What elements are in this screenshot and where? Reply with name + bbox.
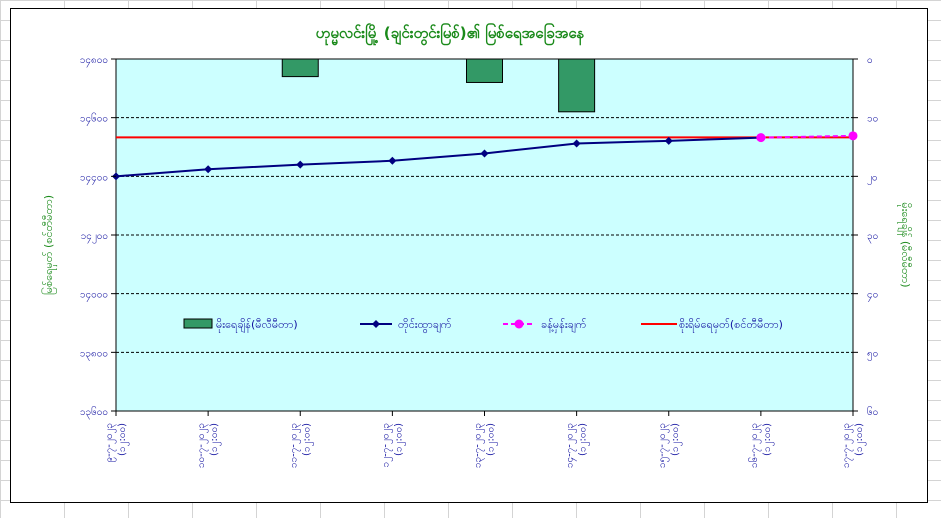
x-tick-label-time: (၁၂:၀၀): [854, 423, 867, 456]
y-axis-label-left: မြစ်ရေမှတ် (စင်တီမီတာ): [41, 195, 57, 295]
left-tick-label: ၁၄၈၀၀: [80, 55, 108, 68]
x-tick-label-time: (၁၂:၀၀): [117, 423, 130, 456]
forecast-point: [756, 133, 766, 143]
right-tick-label: ၆၀: [867, 405, 878, 418]
right-tick-label: ၄၀: [867, 290, 878, 303]
forecast-point: [848, 131, 858, 141]
rainfall-bar: [281, 58, 319, 78]
measured-point: [480, 149, 489, 158]
x-tick-label-time: (၁၂:၀၀): [762, 423, 775, 456]
right-tick-label: ၅၀: [867, 348, 878, 361]
left-axis-ticks: ၁၃၆၀၀ ၁၃၈၀၀ ၁၄၀၀၀ ၁၄၂၀၀ ၁၄၄၀၀ ၁၄၆၀၀ ၁၄၈၀၀: [80, 55, 116, 420]
measured-line: [115, 136, 761, 178]
rainfall-bar: [466, 58, 503, 83]
x-tick-label-date: ၁၅-၇-၂၀၂၃: [657, 423, 670, 468]
rainfall-bar: [558, 58, 596, 113]
x-tick-label-date: ၁၂-၇-၂၀၂၃: [380, 423, 393, 467]
x-tick-label-date: ၁၃-၇-၂၀၂၃: [473, 423, 486, 468]
x-tick-label-date: ၁၁-၇-၂၀၂၃: [288, 423, 301, 468]
measured-point: [572, 139, 581, 148]
left-tick-label: ၁၄၄၀၀: [80, 172, 108, 185]
measured-point: [388, 156, 397, 165]
legend-forecast: ခန့်မှန်းချက်: [503, 318, 587, 333]
x-tick-label-time: (၁၂:၀၀): [393, 423, 406, 456]
x-axis-ticks: ၉-၇-၂၀၂၃ (၁၂:၀၀) ၁၀-၇-၂၀၂၃ (၁၂:၀၀) ၁၁-၇-၂၀၂၃…: [104, 411, 867, 468]
forecast-line: [760, 134, 854, 139]
left-tick-label: ၁၄၂၀၀: [81, 231, 108, 244]
x-tick-label-time: (၁၂:၀၀): [209, 423, 222, 456]
legend-label: တိုင်းထွာချက်: [398, 318, 452, 333]
x-tick-label-time: (၁၂:၀၀): [301, 423, 314, 456]
x-tick-label-time: (၁၂:၀၀): [670, 423, 683, 456]
measured-point: [664, 136, 673, 145]
legend-label: မိုးရေချိန်(မီလီမီတာ): [216, 318, 298, 333]
left-tick-label: ၁၃၈၀၀: [80, 348, 108, 361]
legend-swatch-bar: [183, 318, 213, 329]
chart-title: ဟုမ္မလင်းမြို့ (ချင်းတွင်းမြစ်)၏ မြစ်ရေအ…: [316, 22, 585, 46]
gridlines: [116, 117, 853, 353]
left-tick-label: ၁၃၆၀၀: [80, 405, 108, 420]
legend-label: ခန့်မှန်းချက်: [541, 318, 587, 333]
x-tick-label-time: (၁၂:၀၀): [578, 423, 591, 456]
measured-point: [296, 160, 305, 169]
x-tick-label-date: ၁၄-၇-၂၀၂၃: [565, 423, 578, 468]
legend-rainfall: မိုးရေချိန်(မီလီမီတာ): [183, 318, 298, 333]
measured-point: [204, 165, 213, 174]
left-tick-label: ၁၄၆၀၀: [80, 112, 108, 127]
legend-warning: စိုးရိမ်ရေမှတ်(စင်တီမီတာ): [641, 318, 783, 333]
left-tick-label: ၁၄၀၀၀: [80, 290, 108, 303]
right-tick-label: ၂၀: [867, 172, 878, 185]
x-tick-label-date: ၁၀-၇-၂၀၂၃: [196, 423, 209, 468]
x-tick-label-time: (၁၂:၀၀): [486, 423, 499, 456]
right-tick-label: ၃၀: [867, 231, 878, 244]
x-tick-label-date: ၉-၇-၂၀၂၃: [104, 423, 117, 463]
legend-swatch-marker: [514, 319, 524, 329]
legend-label: စိုးရိမ်ရေမှတ်(စင်တီမီတာ): [679, 318, 783, 333]
x-tick-label-date: ၁၆-၇-၂၀၂၃: [747, 423, 762, 468]
x-tick-label-date: ၁၇-၇-၂၀၂၃: [841, 423, 854, 468]
rainfall-bars: [281, 58, 596, 113]
legend-measured: တိုင်းထွာချက်: [360, 318, 452, 333]
y-axis-label-right: မိုးရေချိန် (မီလီမီတာ): [897, 202, 912, 287]
legend-swatch-marker: [372, 320, 380, 328]
right-tick-label: ၁၀: [867, 114, 878, 125]
legend: မိုးရေချိန်(မီလီမီတာ) တိုင်းထွာချက် ခန့်မှ…: [183, 318, 783, 333]
right-tick-label: ၀: [867, 55, 873, 66]
